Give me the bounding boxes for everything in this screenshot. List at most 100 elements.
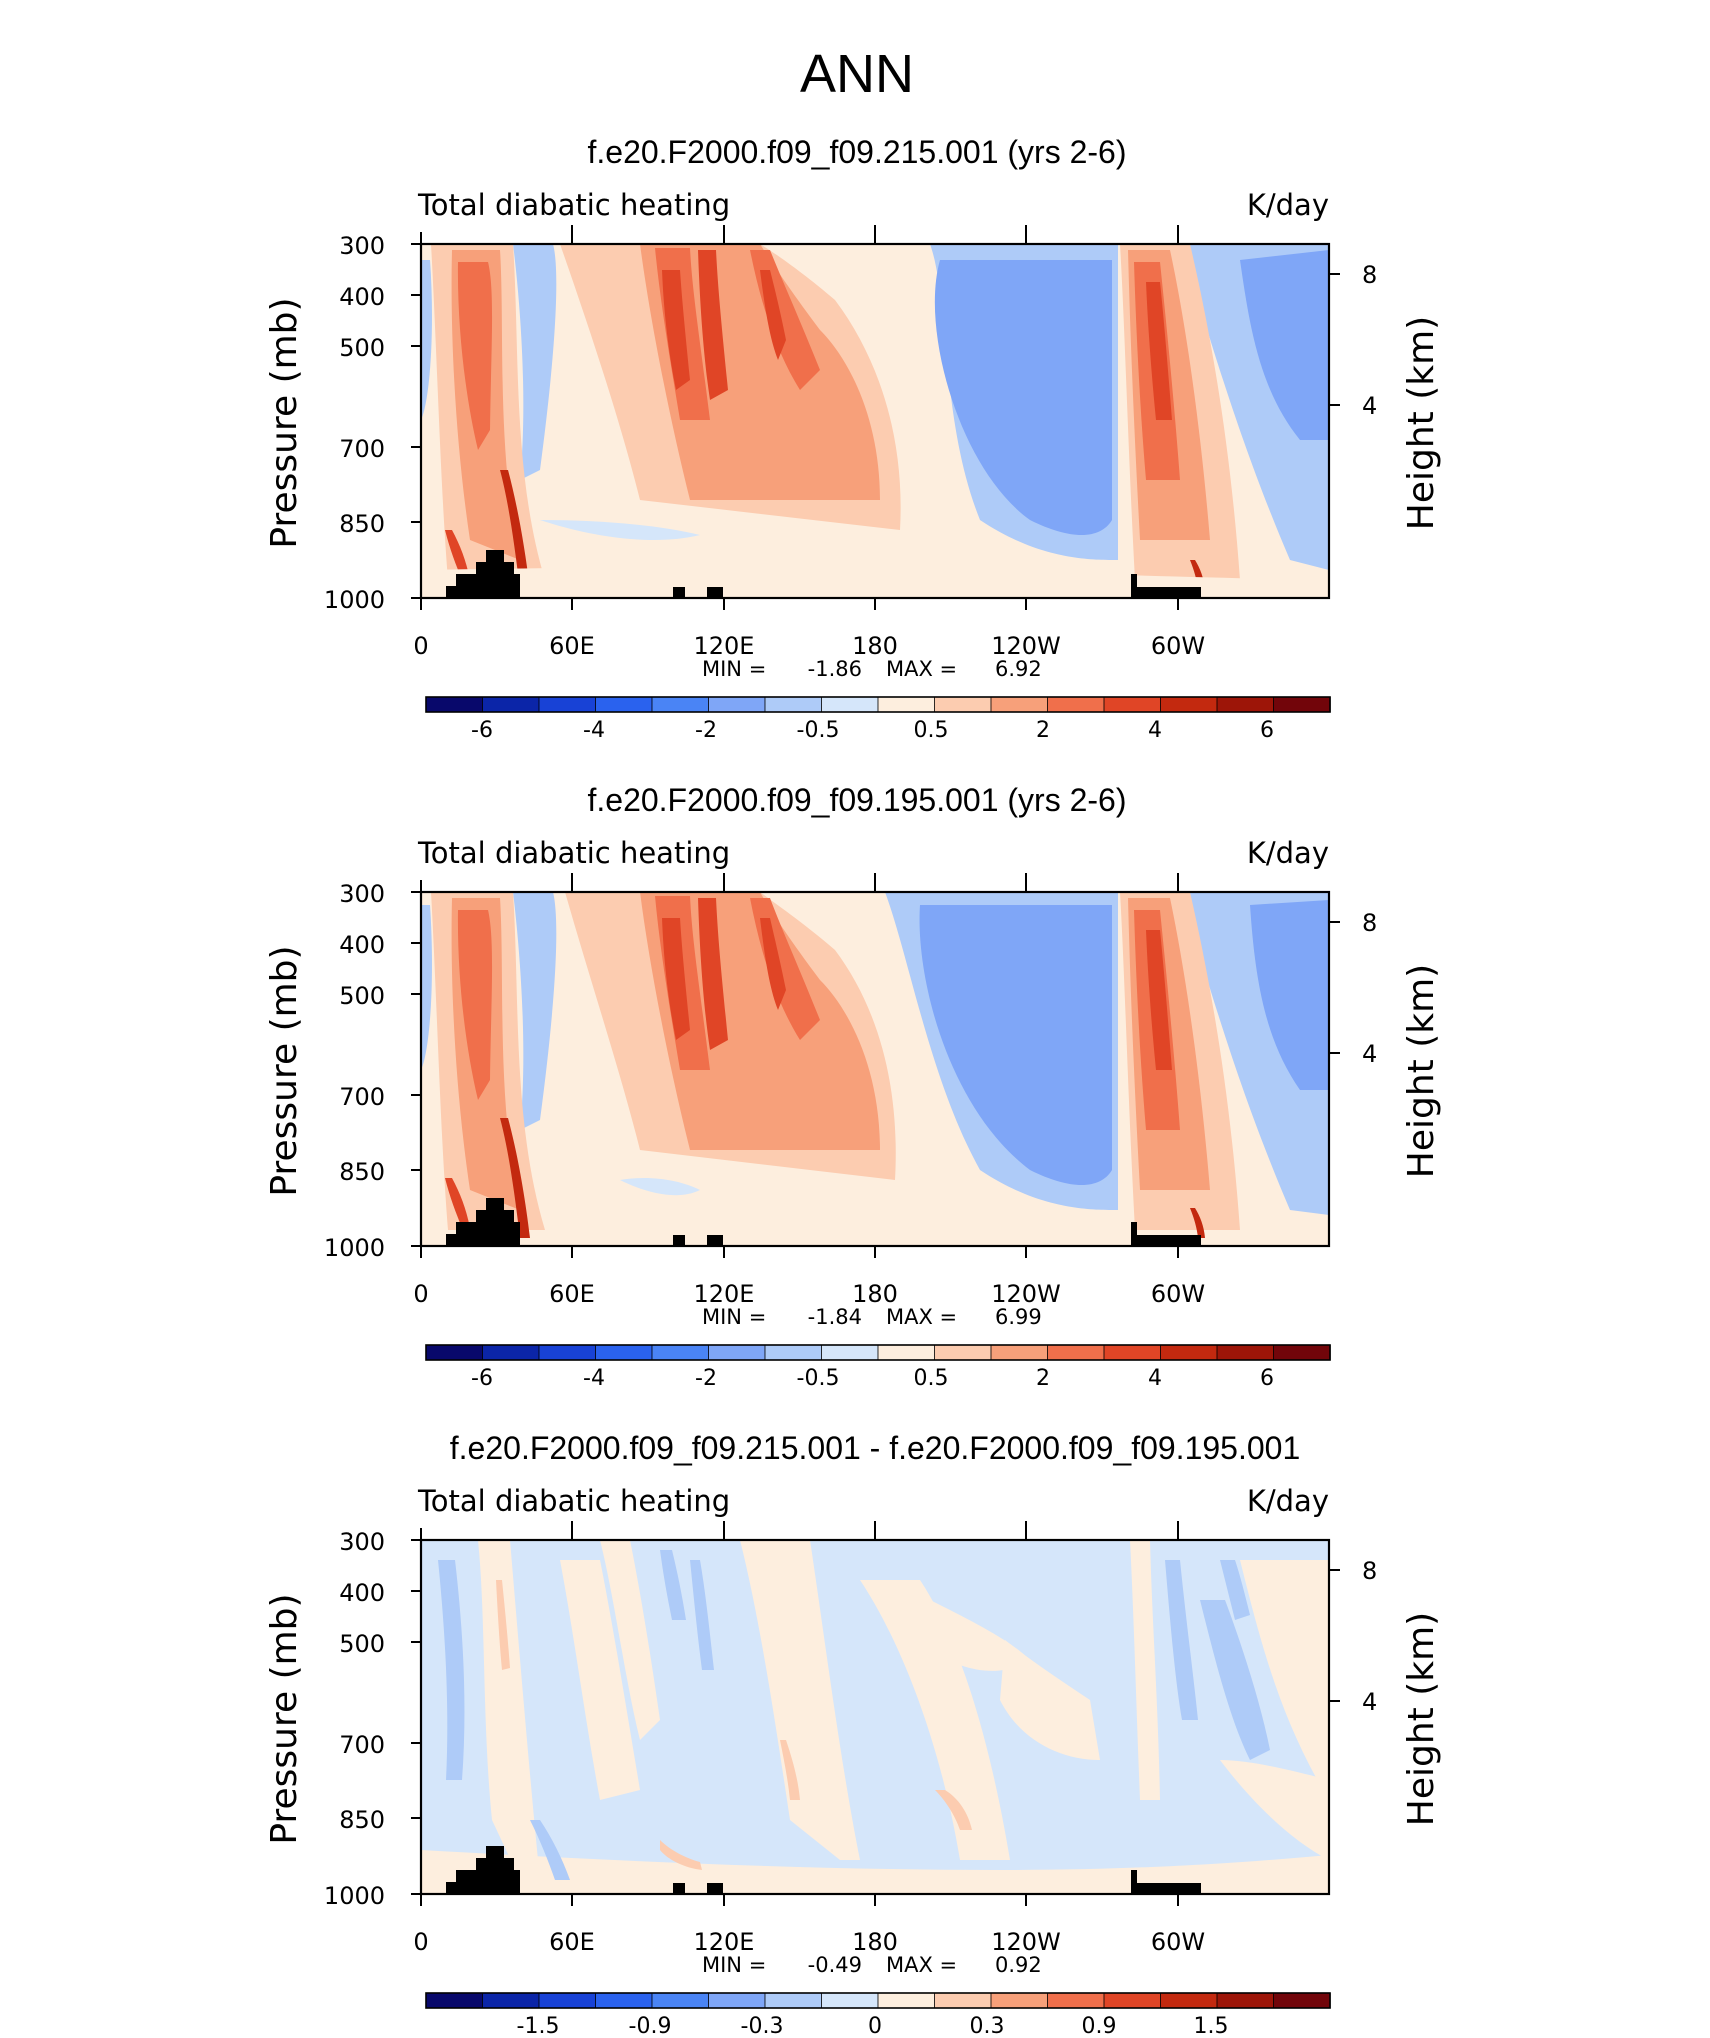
min-max-readout: MIN = -0.49 MAX = 0.92 [702,1953,1042,1977]
x-tick-label: 60E [549,1280,595,1308]
land-mask [446,550,1201,598]
panel-title: f.e20.F2000.f09_f09.215.001 - f.e20.F200… [450,1430,1300,1466]
colorbar-label: -4 [583,1366,605,1391]
x-tick-label: 180 [852,1280,898,1308]
x-tick-label: 60W [1151,1928,1205,1956]
colorbar-swatch [595,696,653,713]
y-right-tick-label: 4 [1362,1688,1377,1716]
units-label: K/day [1247,836,1329,870]
x-tick-label: 60W [1151,632,1205,660]
colorbar-label: -2 [695,1366,717,1391]
colorbar-swatch [1103,696,1162,713]
panel-3: f.e20.F2000.f09_f09.215.001 - f.e20.F200… [264,1430,1442,2038]
colorbar-swatch [538,696,597,713]
y-right-axis-label: Height (km) [1401,1612,1442,1826]
colorbar-swatch [1047,1992,1105,2009]
figure-title: ANN [800,44,914,104]
y-right-tick-label: 8 [1362,261,1377,289]
panel-1: f.e20.F2000.f09_f09.215.001 (yrs 2-6) To… [264,134,1442,743]
colorbar-label: -0.5 [797,718,840,743]
min-label: MIN = [702,1953,766,1977]
land-mask [446,1846,1201,1894]
min-max-readout: MIN = -1.84 MAX = 6.99 [702,1305,1042,1329]
x-tick-label: 60W [1151,1280,1205,1308]
colorbar-swatch [425,696,484,713]
y-tick-label: 700 [339,435,385,463]
colorbar-label: -1.5 [517,2014,560,2038]
x-tick-label: 180 [852,632,898,660]
colorbar-swatch [1216,696,1275,713]
x-tick-label: 120E [694,632,755,660]
max-value: 6.99 [995,1305,1042,1329]
colorbar-swatch [821,1992,879,2009]
colorbar-swatch [538,1344,597,1361]
colorbar-swatch [595,1344,653,1361]
colorbar-swatch [1160,1992,1218,2009]
colorbar-swatch [651,1344,710,1361]
colorbar-label: 0 [868,2014,882,2038]
colorbar-swatch [934,1992,992,2009]
colorbar-swatch [425,1344,484,1361]
y-axis-right: 8 4 Height (km) [1329,909,1442,1178]
max-label: MAX = [886,1305,957,1329]
y-right-tick-label: 8 [1362,909,1377,937]
colorbar-swatch [821,1344,879,1361]
colorbar-swatches [425,1992,1331,2009]
min-value: -1.84 [808,1305,862,1329]
colorbar-label: 2 [1036,1366,1050,1391]
colorbar-swatch [651,1992,710,2009]
y-axis-label: Pressure (mb) [264,297,305,548]
units-label: K/day [1247,188,1329,222]
colorbar-swatch [821,696,879,713]
field-label: Total diabatic heating [417,1484,730,1518]
min-max-readout: MIN = -1.86 MAX = 6.92 [702,657,1042,681]
colorbar-label: 0.5 [914,718,949,743]
x-tick-label: 0 [413,1928,428,1956]
colorbar-swatch [1160,1344,1218,1361]
y-right-axis-label: Height (km) [1401,316,1442,530]
colorbar-swatch [595,1992,653,2009]
min-value: -1.86 [808,657,862,681]
y-tick-label: 500 [339,982,385,1010]
x-tick-label: 120E [694,1280,755,1308]
colorbar-swatch [764,1344,823,1361]
colorbar-swatch [482,1344,540,1361]
y-tick-label: 1000 [324,1234,385,1262]
colorbar: -6 -4 -2 -0.5 0.5 2 4 6 [425,1344,1331,1391]
x-tick-label: 180 [852,1928,898,1956]
colorbar-label: 0.5 [914,1366,949,1391]
y-tick-label: 700 [339,1731,385,1759]
max-label: MAX = [886,1953,957,1977]
colorbar-swatch [990,1992,1049,2009]
x-tick-label: 0 [413,1280,428,1308]
y-right-tick-label: 4 [1362,392,1377,420]
x-tick-label: 120W [991,632,1061,660]
units-label: K/day [1247,1484,1329,1518]
colorbar-swatch [990,1344,1049,1361]
x-tick-label: 120E [694,1928,755,1956]
y-axis-left: 300 400 500 700 850 1000 Pressure (mb) [264,1528,421,1910]
colorbar-label: -2 [695,718,717,743]
y-right-tick-label: 4 [1362,1040,1377,1068]
x-axis: 0 60E 120E 180 120W 60W [413,873,1205,1308]
panel-2: f.e20.F2000.f09_f09.195.001 (yrs 2-6) To… [264,782,1442,1391]
y-axis-right: 8 4 Height (km) [1329,1557,1442,1826]
colorbar-swatch [990,696,1049,713]
colorbar-swatch [1047,1344,1105,1361]
y-tick-label: 400 [339,1579,385,1607]
y-tick-label: 500 [339,334,385,362]
x-tick-label: 60E [549,1928,595,1956]
panel-title: f.e20.F2000.f09_f09.195.001 (yrs 2-6) [587,782,1126,818]
y-tick-label: 400 [339,283,385,311]
y-tick-label: 300 [339,232,385,260]
colorbar-frame [425,1344,1331,1361]
colorbar-swatch [651,696,710,713]
x-axis: 0 60E 120E 180 120W 60W [413,225,1205,660]
colorbar-swatch [1103,1992,1162,2009]
colorbar-label: 0.3 [970,2014,1005,2038]
min-value: -0.49 [808,1953,862,1977]
colorbar-frame [425,696,1331,713]
y-axis-label: Pressure (mb) [264,945,305,1196]
colorbar-swatch [1047,696,1105,713]
colorbar-swatch [425,1992,484,2009]
